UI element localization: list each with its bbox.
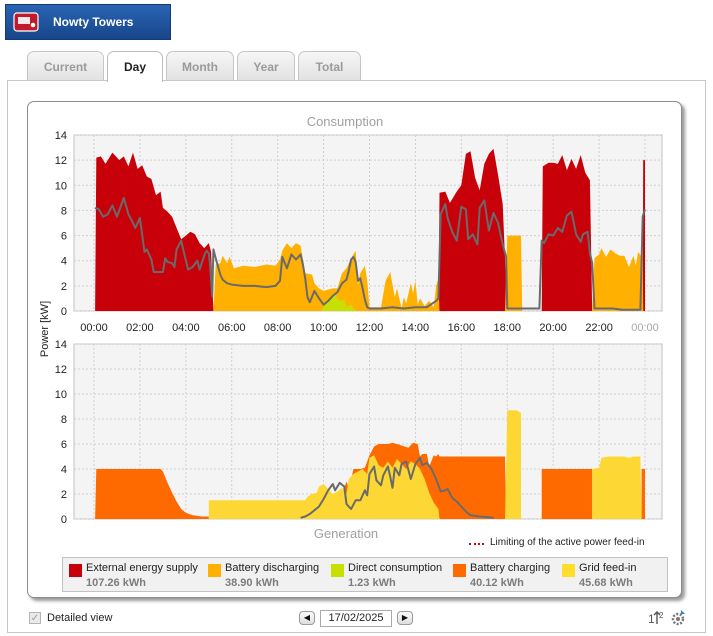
detailed-view-label: Detailed view — [47, 612, 113, 624]
inverter-logo-icon — [13, 12, 39, 32]
generation-line — [300, 456, 494, 519]
x-tick-label: 06:00 — [218, 322, 246, 334]
area-series-grid_feed_in — [208, 410, 642, 519]
y-tick-label: 4 — [61, 464, 67, 476]
x-tick-label: 02:00 — [126, 322, 154, 334]
generation-areas — [95, 410, 646, 519]
limit-note-text: Limiting of the active power feed-in — [490, 537, 645, 548]
legend-label: External energy supply — [86, 562, 198, 574]
detailed-view-checkbox[interactable]: ✓ — [29, 612, 41, 624]
limit-line-swatch — [469, 543, 484, 545]
legend-value: 45.68 kWh — [579, 577, 633, 589]
x-tick-label: 16:00 — [448, 322, 476, 334]
y-tick-label: 10 — [55, 180, 67, 192]
consumption-line — [94, 196, 646, 311]
consumption-chart-title: Consumption — [307, 114, 384, 129]
y-tick-label: 0 — [61, 306, 67, 318]
y-tick-label: 2 — [61, 281, 67, 293]
legend-swatch — [69, 564, 82, 577]
legend-label: Direct consumption — [348, 562, 443, 574]
consumption-y-ticks: 0 2 4 6 8 10 12 14 — [55, 130, 67, 318]
x-tick-label: 14:00 — [402, 322, 430, 334]
area-series-external — [95, 148, 646, 311]
y-tick-label: 2 — [61, 489, 67, 501]
svg-text:1: 1 — [648, 612, 655, 626]
arrow-right-icon: ▶ — [401, 613, 409, 622]
y-tick-label: 10 — [55, 389, 67, 401]
y-tick-label: 0 — [61, 514, 67, 526]
next-day-button[interactable]: ▶ — [397, 611, 413, 625]
tab-month[interactable]: Month — [166, 51, 234, 80]
app-title: Nowty Towers — [53, 15, 134, 29]
y-axis-label: Power [kW] — [39, 301, 51, 357]
x-tick-label: 00:00 — [631, 322, 659, 334]
area-series-battery_discharging — [213, 235, 644, 311]
x-tick-label: 04:00 — [172, 322, 200, 334]
x-tick-label: 22:00 — [585, 322, 613, 334]
x-tick-label: 18:00 — [493, 322, 521, 334]
y-tick-label: 6 — [61, 231, 67, 243]
svg-text:2: 2 — [659, 611, 664, 620]
consumption-x-ticks: 00:00 02:00 04:00 06:00 08:00 10:00 12:00 14:00… — [80, 322, 659, 334]
legend-label: Battery charging — [470, 562, 551, 574]
tab-day[interactable]: Day — [107, 51, 163, 82]
tab-current[interactable]: Current — [27, 51, 104, 80]
y-tick-label: 14 — [55, 130, 67, 142]
legend-swatch — [331, 564, 344, 577]
generation-line-group — [300, 456, 494, 519]
y-tick-label: 8 — [61, 205, 67, 217]
date-field[interactable]: 17/02/2025 — [320, 610, 392, 627]
x-tick-label: 12:00 — [356, 322, 384, 334]
y-tick-label: 6 — [61, 439, 67, 451]
tab-year[interactable]: Year — [237, 51, 295, 80]
legend-swatch — [208, 564, 221, 577]
legend-value: 107.26 kWh — [86, 577, 146, 589]
legend-label: Grid feed-in — [579, 562, 637, 574]
chart-legend: External energy supply 107.26 kWh Batter… — [62, 557, 668, 592]
y-tick-label: 14 — [55, 339, 67, 351]
generation-chart-title: Generation — [314, 526, 378, 541]
arrow-left-icon: ◀ — [303, 613, 311, 622]
y-tick-label: 8 — [61, 414, 67, 426]
app-header: Nowty Towers — [5, 4, 171, 40]
y-tick-label: 4 — [61, 256, 67, 268]
legend-label: Battery discharging — [225, 562, 320, 574]
legend-swatch — [453, 564, 466, 577]
settings-gear-icon[interactable] — [669, 609, 687, 627]
legend-value: 1.23 kWh — [348, 577, 396, 589]
x-tick-label: 00:00 — [80, 322, 108, 334]
tab-total[interactable]: Total — [298, 51, 361, 80]
previous-day-button[interactable]: ◀ — [299, 611, 315, 625]
legend-value: 40.12 kWh — [470, 577, 524, 589]
y-tick-label: 12 — [55, 155, 67, 167]
legend-swatch — [562, 564, 575, 577]
sort-icon[interactable]: 1 2 — [648, 609, 666, 627]
x-tick-label: 10:00 — [310, 322, 338, 334]
consumption-line-group — [94, 196, 646, 311]
legend-value: 38.90 kWh — [225, 577, 279, 589]
y-tick-label: 12 — [55, 364, 67, 376]
x-tick-label: 20:00 — [539, 322, 567, 334]
generation-y-ticks: 0 2 4 6 8 10 12 14 — [55, 339, 67, 526]
x-tick-label: 08:00 — [264, 322, 292, 334]
